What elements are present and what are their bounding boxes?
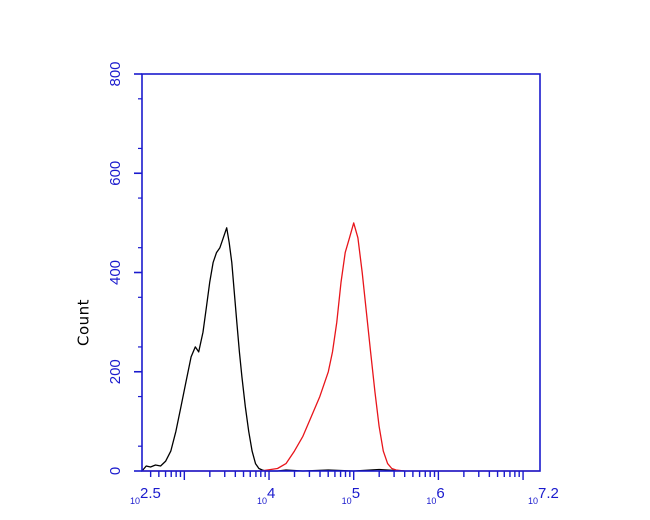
x-axis: 10 2.5 10 4 10 5 10 6 10 7.2	[130, 471, 559, 506]
x-tick-label-base: 10	[130, 496, 140, 506]
x-tick-label-base: 10	[528, 496, 538, 506]
x-tick-label-base: 10	[426, 496, 436, 506]
y-tick-label-0: 0	[107, 467, 124, 475]
x-tick-label-exponent: 7.2	[538, 485, 559, 502]
y-tick-label-4: 800	[107, 61, 124, 86]
series-line-1	[142, 222, 540, 472]
x-tick-label-0: 10 2.5	[130, 485, 161, 506]
x-tick-label-4: 10 7.2	[528, 485, 559, 506]
series-layer	[141, 222, 540, 472]
x-tick-label-base: 10	[257, 496, 267, 506]
y-tick-label-1: 200	[107, 359, 124, 384]
x-tick-label-2: 10 5	[342, 485, 360, 506]
plot-area-frame	[141, 73, 541, 472]
x-tick-label-exponent: 4	[267, 485, 275, 502]
y-tick-label-3: 600	[107, 161, 124, 186]
x-tick-label-3: 10 6	[426, 485, 444, 506]
x-tick-label-exponent: 5	[352, 485, 360, 502]
series-line-0	[141, 227, 405, 472]
x-tick-label-exponent: 2.5	[140, 485, 161, 502]
y-axis-label: Count	[75, 299, 93, 346]
y-tick-label-2: 400	[107, 260, 124, 285]
x-tick-label-exponent: 6	[436, 485, 444, 502]
x-tick-label-base: 10	[342, 496, 352, 506]
y-axis: 0 200 400 600 800	[107, 61, 142, 475]
x-tick-label-1: 10 4	[257, 485, 275, 506]
